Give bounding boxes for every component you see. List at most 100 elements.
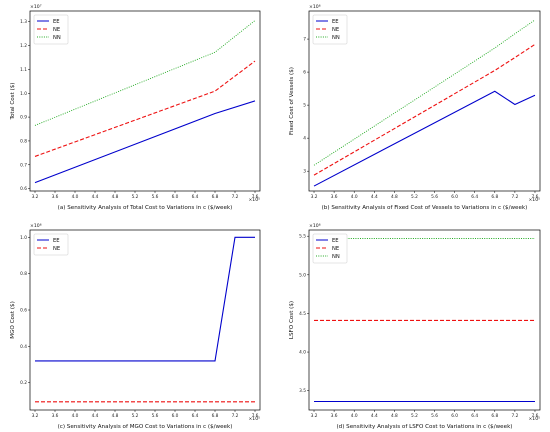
y-tick-label: 1.0 <box>20 235 27 241</box>
x-tick-label: 5.2 <box>411 413 418 419</box>
legend-label: EE <box>332 19 339 25</box>
x-tick-label: 3.6 <box>331 413 338 419</box>
legend-label: NE <box>332 27 339 33</box>
y-tick-label: 0.6 <box>20 308 27 314</box>
x-tick-label: 5.2 <box>411 194 418 200</box>
plot-frame <box>308 229 541 411</box>
y-tick-label: 0.6 <box>20 186 27 192</box>
x-tick-label: 6.4 <box>192 194 199 200</box>
y-tick-label: 3.5 <box>299 388 306 394</box>
x-tick-label: 7.2 <box>511 413 518 419</box>
x-tick-label: 6.8 <box>212 194 219 200</box>
x-tick-label: 5.6 <box>431 194 438 200</box>
x-tick-label: 4.4 <box>92 413 99 419</box>
series-line-nn <box>313 19 536 166</box>
x-multiplier: ×10⁵ <box>248 197 260 203</box>
x-tick-label: 3.2 <box>311 413 318 419</box>
x-tick-label: 3.6 <box>52 413 59 419</box>
x-tick-label: 7.6 <box>532 413 539 419</box>
legend <box>33 233 69 256</box>
x-axis-label: (d) Sensitivity Analysis of LSFO Cost to… <box>336 424 512 430</box>
x-tick-label: 6.0 <box>172 194 179 200</box>
legend-label: NN <box>53 35 61 41</box>
x-tick-label: 6.4 <box>471 413 478 419</box>
x-tick-label: 6.0 <box>172 413 179 419</box>
x-tick-label: 4.8 <box>112 194 119 200</box>
x-multiplier: ×10⁵ <box>528 197 540 203</box>
chart-1: 3.2 3.6 4.0 4.4 4.8 5.2 5.6 6.0 6.4 6.8 7.2 7.6 0.6 0… <box>10 4 261 211</box>
y-tick-label: 0.8 <box>20 138 27 144</box>
x-axis-label: (c) Sensitivity Analysis of MGO Cost to … <box>58 424 233 430</box>
x-tick-label: 3.6 <box>331 194 338 200</box>
x-multiplier: ×10⁵ <box>248 416 260 422</box>
x-tick-label: 7.2 <box>232 194 239 200</box>
y-multiplier: ×10⁶ <box>309 4 321 10</box>
legend-label: NE <box>332 246 339 252</box>
y-tick-label: 1.0 <box>20 91 27 97</box>
legend-label: NN <box>332 254 340 260</box>
y-tick-label: 0.7 <box>20 162 27 168</box>
x-multiplier: ×10⁵ <box>528 416 540 422</box>
series-line-ee <box>35 236 255 362</box>
y-tick-label: 0.8 <box>20 271 27 277</box>
chart-4: 3.2 3.6 4.0 4.4 4.8 5.2 5.6 6.0 6.4 6.8 7.2 7.6 3.5 4… <box>289 223 541 430</box>
series-line-ne <box>34 60 256 157</box>
x-tick-label: 6.4 <box>192 413 199 419</box>
x-tick-label: 6.4 <box>471 194 478 200</box>
legend-label: EE <box>332 238 339 244</box>
x-tick-label: 3.6 <box>52 194 59 200</box>
legend-label: EE <box>53 19 60 25</box>
x-tick-label: 4.8 <box>391 194 398 200</box>
x-tick-label: 7.6 <box>532 194 539 200</box>
x-tick-label: 4.0 <box>351 413 358 419</box>
y-tick-label: 4.0 <box>299 350 306 356</box>
y-tick-label: 4 <box>303 136 306 142</box>
legend-label: NE <box>53 246 60 252</box>
y-tick-label: 1.3 <box>20 19 27 25</box>
plot-frame <box>308 10 541 192</box>
plot-frame <box>29 229 261 411</box>
y-tick-label: 0.9 <box>20 115 27 121</box>
series-line-nn <box>34 20 256 126</box>
x-tick-label: 7.2 <box>232 413 239 419</box>
y-axis-label: LSFO Cost ($) <box>289 301 295 339</box>
legend-label: NN <box>332 35 340 41</box>
y-tick-label: 4.5 <box>299 311 306 317</box>
x-tick-label: 3.2 <box>32 413 39 419</box>
y-tick-label: 1.1 <box>20 67 27 73</box>
x-tick-label: 5.6 <box>152 413 159 419</box>
y-tick-label: 6 <box>303 70 306 76</box>
x-tick-label: 6.8 <box>212 413 219 419</box>
x-tick-label: 6.8 <box>491 194 498 200</box>
x-tick-label: 5.6 <box>431 413 438 419</box>
x-tick-label: 4.0 <box>351 194 358 200</box>
x-axis-label: (a) Sensitivity Analysis of Total Cost t… <box>58 205 233 211</box>
x-tick-label: 7.2 <box>511 194 518 200</box>
plot-frame <box>29 10 261 192</box>
y-tick-label: 7 <box>303 37 306 43</box>
x-tick-label: 4.4 <box>371 194 378 200</box>
x-tick-label: 6.8 <box>491 413 498 419</box>
series-line-ne <box>313 43 536 176</box>
y-tick-label: 0.2 <box>20 380 27 386</box>
y-multiplier: ×10⁷ <box>30 4 42 10</box>
y-tick-label: 5.0 <box>299 272 306 278</box>
x-tick-label: 6.0 <box>451 413 458 419</box>
series-line-ee <box>313 90 536 187</box>
x-tick-label: 7.6 <box>252 413 259 419</box>
y-tick-label: 3 <box>303 169 306 175</box>
y-multiplier: ×10⁶ <box>309 223 321 229</box>
y-tick-label: 1.2 <box>20 43 27 49</box>
x-tick-label: 4.8 <box>112 413 119 419</box>
x-tick-label: 4.4 <box>92 194 99 200</box>
legend-label: EE <box>53 238 60 244</box>
chart-3: 3.2 3.6 4.0 4.4 4.8 5.2 5.6 6.0 6.4 6.8 7.2 7.6 0.2 0… <box>10 223 261 430</box>
chart-2: 3.2 3.6 4.0 4.4 4.8 5.2 5.6 6.0 6.4 6.8 7.2 7.6 3 4 5 6… <box>289 4 541 211</box>
x-tick-label: 3.2 <box>32 194 39 200</box>
x-tick-label: 5.6 <box>152 194 159 200</box>
x-tick-label: 3.2 <box>311 194 318 200</box>
x-tick-label: 4.0 <box>72 194 79 200</box>
x-tick-label: 6.0 <box>451 194 458 200</box>
y-axis-label: Total Cost ($) <box>10 83 16 121</box>
